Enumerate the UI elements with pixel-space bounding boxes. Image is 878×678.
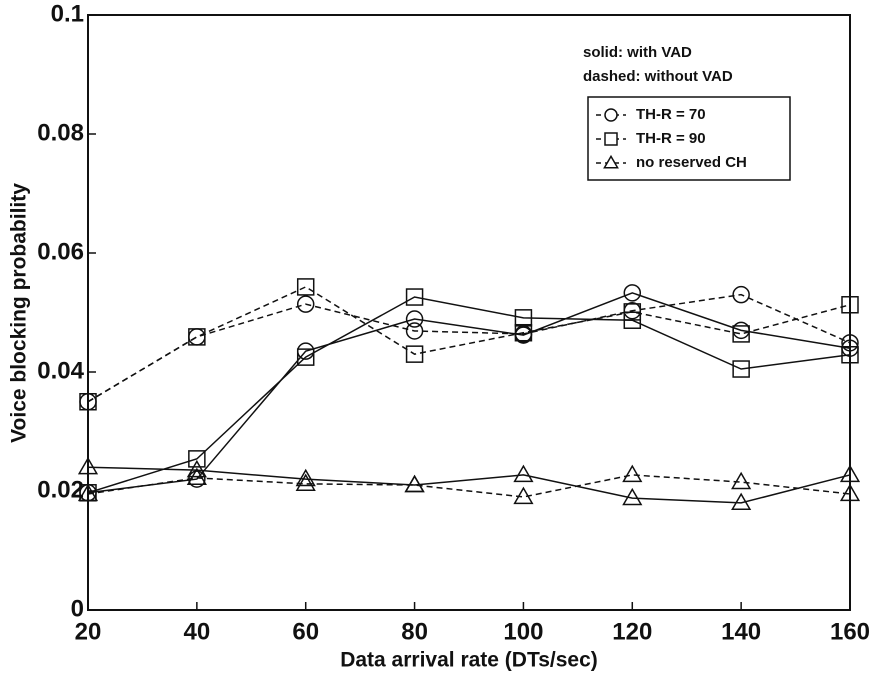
marker bbox=[188, 450, 206, 468]
legend-label: TH-R = 70 bbox=[636, 106, 706, 123]
marker bbox=[513, 464, 534, 483]
y-axis-label: Voice blocking probability bbox=[8, 183, 31, 443]
x-tick-label: 60 bbox=[292, 618, 319, 645]
marker bbox=[296, 278, 315, 296]
y-tick-label: 0 bbox=[71, 595, 84, 622]
marker bbox=[186, 459, 207, 478]
marker bbox=[295, 468, 316, 487]
y-tick-label: 0.04 bbox=[37, 357, 84, 384]
marker bbox=[296, 348, 315, 366]
series-line bbox=[87, 474, 851, 498]
marker bbox=[622, 464, 643, 483]
marker bbox=[514, 309, 533, 327]
x-tick-label: 80 bbox=[401, 618, 428, 645]
x-tick-label: 120 bbox=[612, 618, 652, 645]
marker bbox=[841, 345, 859, 364]
legend-label: TH-R = 90 bbox=[636, 130, 706, 147]
marker bbox=[295, 473, 316, 492]
legend-label: no reserved CH bbox=[636, 154, 747, 171]
y-tick-label: 0.1 bbox=[51, 0, 84, 27]
marker bbox=[841, 296, 859, 314]
marker bbox=[604, 132, 618, 146]
marker bbox=[186, 467, 207, 486]
marker bbox=[732, 285, 750, 304]
marker bbox=[405, 345, 424, 363]
marker bbox=[841, 334, 859, 352]
marker bbox=[405, 322, 424, 340]
y-tick-label: 0.08 bbox=[37, 119, 84, 146]
marker bbox=[839, 464, 861, 483]
marker bbox=[404, 474, 425, 493]
marker bbox=[514, 323, 533, 342]
marker bbox=[188, 328, 206, 346]
marker bbox=[513, 486, 534, 505]
marker bbox=[77, 456, 99, 475]
marker bbox=[603, 154, 619, 169]
marker bbox=[296, 295, 315, 313]
marker bbox=[622, 487, 643, 506]
y-tick-label: 0.02 bbox=[37, 476, 84, 503]
series-line bbox=[87, 296, 851, 494]
note: solid: with VAD bbox=[583, 44, 692, 61]
series-line bbox=[87, 466, 851, 504]
marker bbox=[188, 328, 206, 346]
marker bbox=[77, 483, 99, 502]
marker bbox=[731, 492, 752, 511]
x-tick-label: 40 bbox=[184, 618, 211, 645]
marker bbox=[839, 483, 861, 502]
marker bbox=[732, 360, 750, 378]
marker bbox=[623, 303, 642, 321]
x-axis-label: Data arrival rate (DTs/sec) bbox=[340, 649, 598, 672]
x-tick-label: 160 bbox=[830, 618, 870, 645]
x-tick-label: 20 bbox=[75, 618, 102, 645]
marker bbox=[604, 108, 618, 122]
marker bbox=[623, 284, 642, 302]
x-tick-label: 140 bbox=[721, 618, 761, 645]
marker bbox=[79, 393, 97, 411]
marker bbox=[732, 325, 750, 343]
legend-box bbox=[587, 96, 791, 181]
marker bbox=[405, 288, 424, 306]
marker bbox=[731, 471, 752, 490]
marker bbox=[405, 310, 424, 328]
note: dashed: without VAD bbox=[583, 68, 733, 85]
y-tick-label: 0.06 bbox=[37, 238, 84, 265]
x-tick-label: 100 bbox=[503, 618, 543, 645]
series-line bbox=[87, 292, 851, 494]
series-line bbox=[87, 293, 851, 403]
